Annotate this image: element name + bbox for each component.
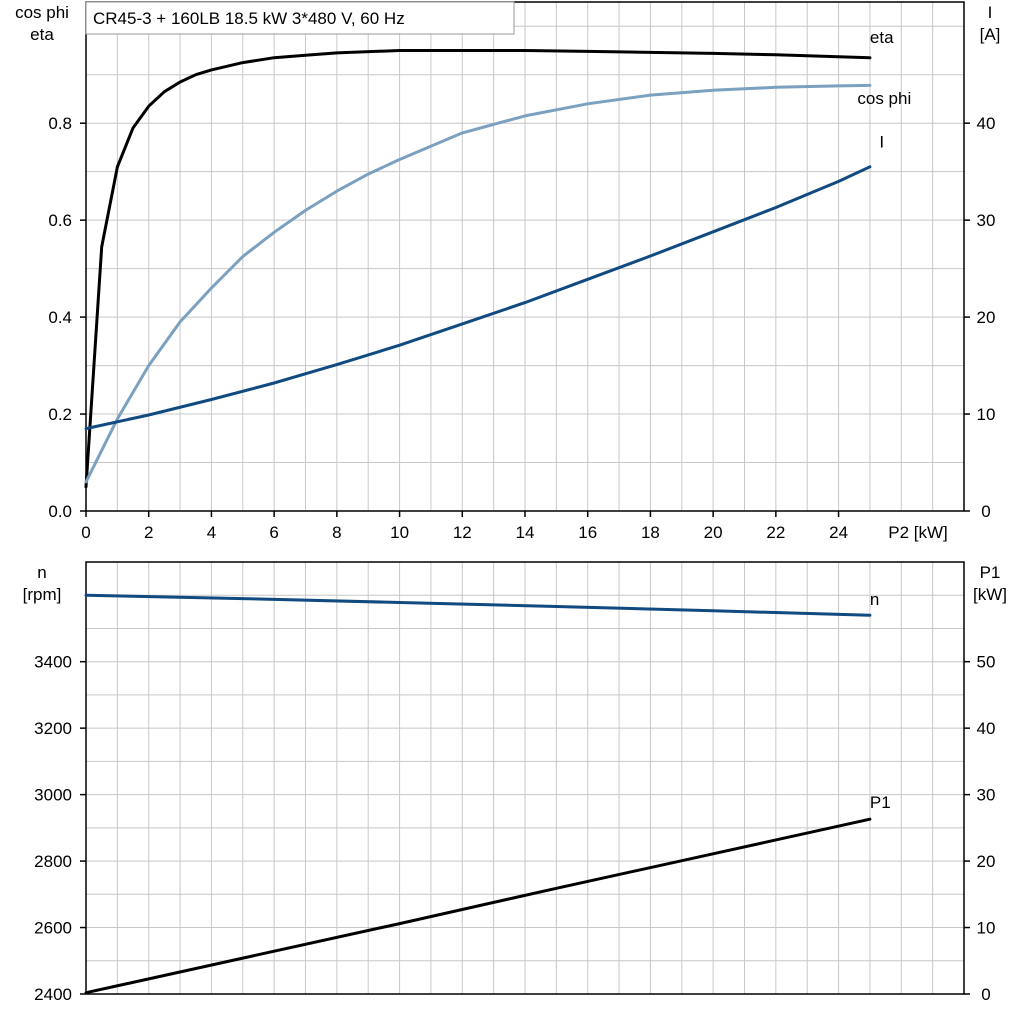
right-axis-tick-label: 30 (977, 211, 996, 230)
left-axis-tick-label: 2600 (34, 919, 72, 938)
right-axis-tick-label: 20 (977, 852, 996, 871)
left-axis-tick-label: 0.6 (48, 211, 72, 230)
right-axis-title: I (988, 3, 993, 22)
x-axis-tick-label: 16 (578, 523, 597, 542)
series-line-cos-phi (86, 85, 870, 482)
x-axis-title: P2 [kW] (888, 523, 948, 542)
right-axis-title: [kW] (973, 585, 1007, 604)
x-axis-tick-label: 0 (81, 523, 90, 542)
right-axis-tick-label: 0 (981, 502, 990, 521)
x-axis-tick-label: 24 (829, 523, 848, 542)
title-box-text: CR45-3 + 160LB 18.5 kW 3*480 V, 60 Hz (93, 9, 405, 28)
left-axis-tick-label: 0.2 (48, 405, 72, 424)
x-axis-tick-label: 4 (207, 523, 216, 542)
right-axis-tick-label: 10 (977, 405, 996, 424)
series-line-n (86, 595, 870, 615)
x-axis-tick-label: 22 (766, 523, 785, 542)
right-axis-tick-label: 40 (977, 114, 996, 133)
left-axis-tick-label: 0.8 (48, 114, 72, 133)
series-line-p1 (86, 819, 870, 993)
right-axis-title: P1 (980, 563, 1001, 582)
curve-label: eta (870, 28, 894, 47)
right-axis-tick-label: 40 (977, 719, 996, 738)
left-axis-tick-label: 3400 (34, 653, 72, 672)
right-axis-tick-label: 0 (981, 985, 990, 1004)
right-axis-tick-label: 50 (977, 653, 996, 672)
right-axis-tick-label: 20 (977, 308, 996, 327)
curve-label: cos phi (857, 89, 911, 108)
left-axis-tick-label: 2800 (34, 852, 72, 871)
left-axis-tick-label: 0.0 (48, 502, 72, 521)
x-axis-tick-label: 10 (390, 523, 409, 542)
right-axis-tick-label: 10 (977, 919, 996, 938)
x-axis-tick-label: 6 (269, 523, 278, 542)
left-axis-title: [rpm] (23, 585, 62, 604)
x-axis-tick-label: 20 (704, 523, 723, 542)
right-axis-tick-label: 30 (977, 786, 996, 805)
left-axis-title: cos phi (15, 3, 69, 22)
left-axis-tick-label: 0.4 (48, 308, 72, 327)
left-axis-title: eta (30, 25, 54, 44)
left-axis-tick-label: 2400 (34, 985, 72, 1004)
x-axis-tick-label: 12 (453, 523, 472, 542)
left-axis-tick-label: 3000 (34, 786, 72, 805)
x-axis-tick-label: 18 (641, 523, 660, 542)
curve-label: n (870, 590, 879, 609)
x-axis-tick-label: 14 (516, 523, 535, 542)
left-axis-tick-label: 3200 (34, 719, 72, 738)
x-axis-tick-label: 2 (144, 523, 153, 542)
right-axis-title: [A] (980, 25, 1001, 44)
x-axis-tick-label: 8 (332, 523, 341, 542)
curve-label: P1 (870, 793, 891, 812)
curve-label: I (879, 132, 884, 151)
left-axis-title: n (37, 563, 46, 582)
